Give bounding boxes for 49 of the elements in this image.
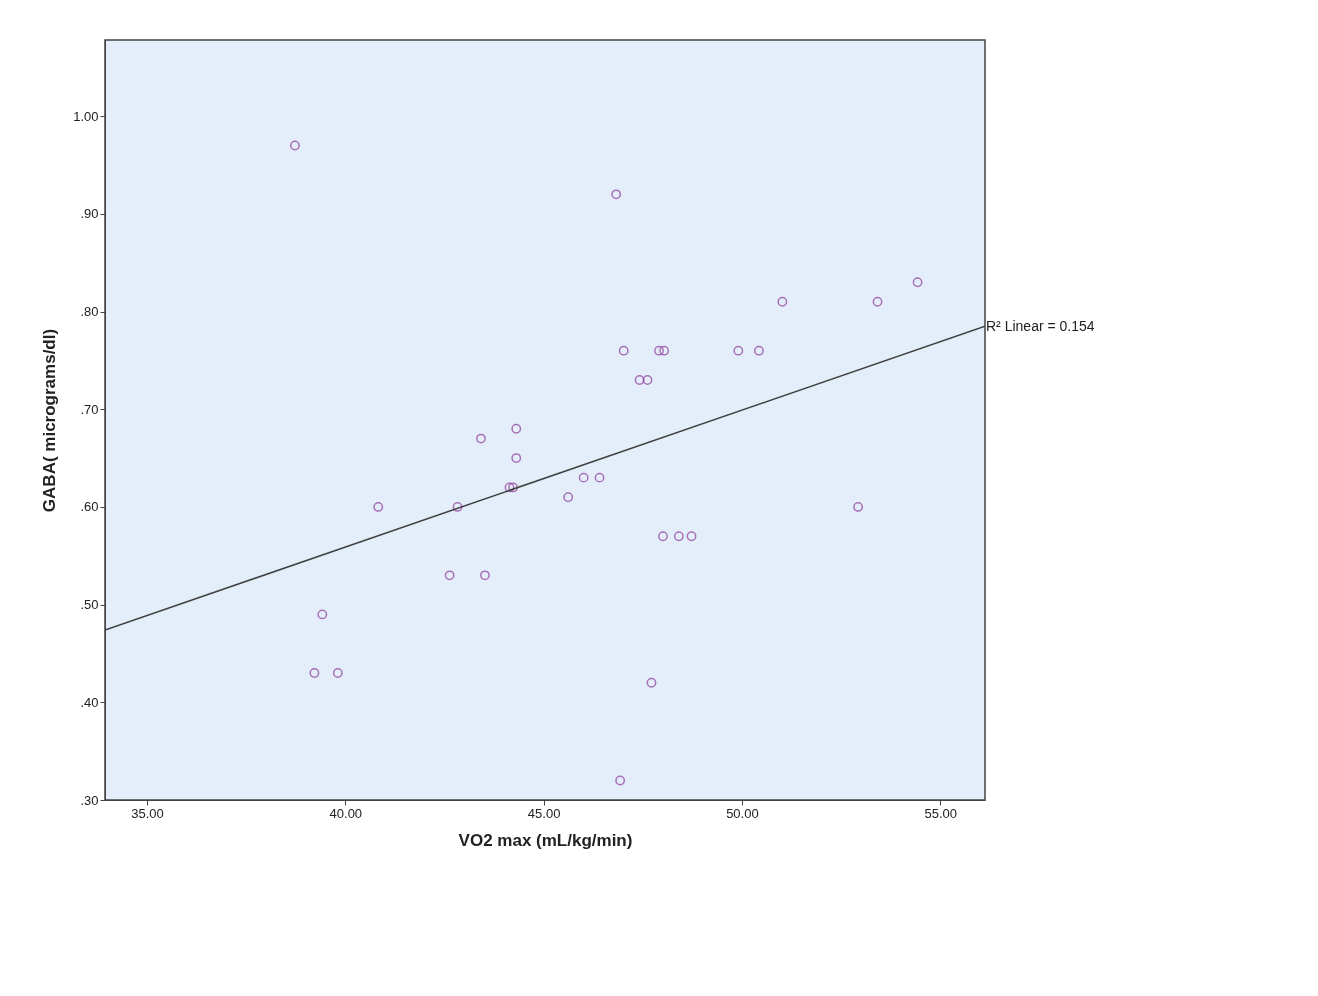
point <box>578 472 589 483</box>
y-axis-title: GABA( micrograms/dl) <box>40 328 60 513</box>
point <box>332 668 343 678</box>
x-tick-label: 55.00 <box>924 805 957 821</box>
x-tick-label: 40.00 <box>329 805 363 821</box>
point <box>317 609 328 620</box>
point <box>912 277 923 288</box>
point <box>611 189 622 200</box>
point <box>373 502 384 512</box>
point <box>479 570 490 581</box>
x-tick-label: 35.00 <box>131 805 164 821</box>
point <box>733 345 744 356</box>
point <box>452 502 463 512</box>
x-axis-title: VO2 max (mL/kg/min) <box>458 830 633 850</box>
point <box>508 482 519 493</box>
point <box>290 140 300 151</box>
point <box>777 296 788 307</box>
point <box>673 531 684 542</box>
y-tick-label: .30 <box>80 792 99 808</box>
point <box>615 775 626 786</box>
point <box>659 345 670 356</box>
annotation: R² Linear = 0.154 <box>986 318 1095 335</box>
point <box>504 482 515 493</box>
point <box>634 375 645 385</box>
point <box>642 375 653 385</box>
point <box>646 677 657 688</box>
y-tick-label: .40 <box>80 694 99 710</box>
point <box>654 345 664 356</box>
point <box>511 423 522 434</box>
y-tick-label: 1.00 <box>73 108 99 124</box>
point <box>309 668 320 678</box>
x-tick-label: 45.00 <box>527 805 561 821</box>
point <box>511 453 522 464</box>
y-tick-label: .50 <box>80 597 99 613</box>
point <box>658 531 668 542</box>
point <box>563 492 574 503</box>
point <box>853 502 864 512</box>
point <box>594 472 605 483</box>
y-tick-label: .80 <box>80 304 99 320</box>
point <box>872 296 883 307</box>
point <box>476 433 486 444</box>
y-tick-label: .90 <box>80 206 99 222</box>
point <box>686 531 697 542</box>
y-tick-label: .60 <box>80 499 99 515</box>
point <box>444 570 455 581</box>
x-tick-label: 50.00 <box>726 805 759 821</box>
point <box>754 345 764 356</box>
point <box>618 345 629 356</box>
y-tick-label: .70 <box>80 401 99 417</box>
